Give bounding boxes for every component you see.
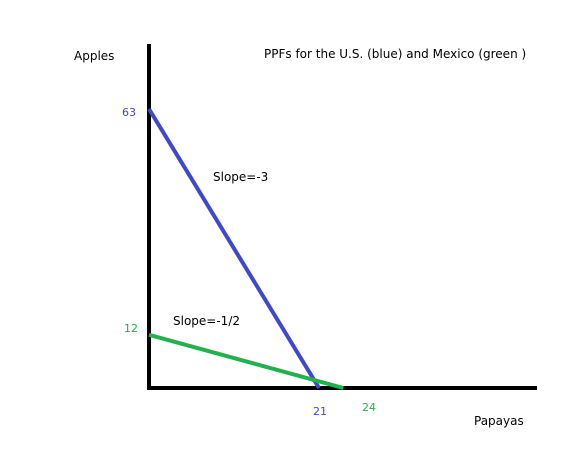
y-axis-label: Apples: [74, 49, 114, 63]
y-intercept-label-1: 63: [122, 106, 136, 119]
x-intercept-label-2: 24: [362, 401, 376, 414]
chart-title: PPFs for the U.S. (blue) and Mexico (gre…: [264, 47, 526, 61]
ppf-line-2: [148, 332, 344, 390]
slope-label-2: Slope=-1/2: [173, 314, 240, 328]
x-intercept-label-1: 21: [313, 405, 327, 418]
y-intercept-label-2: 12: [124, 322, 138, 335]
slope-label-1: Slope=-3: [213, 170, 268, 184]
x-axis-label: Papayas: [474, 414, 524, 428]
ppf-line-1: [147, 107, 321, 390]
